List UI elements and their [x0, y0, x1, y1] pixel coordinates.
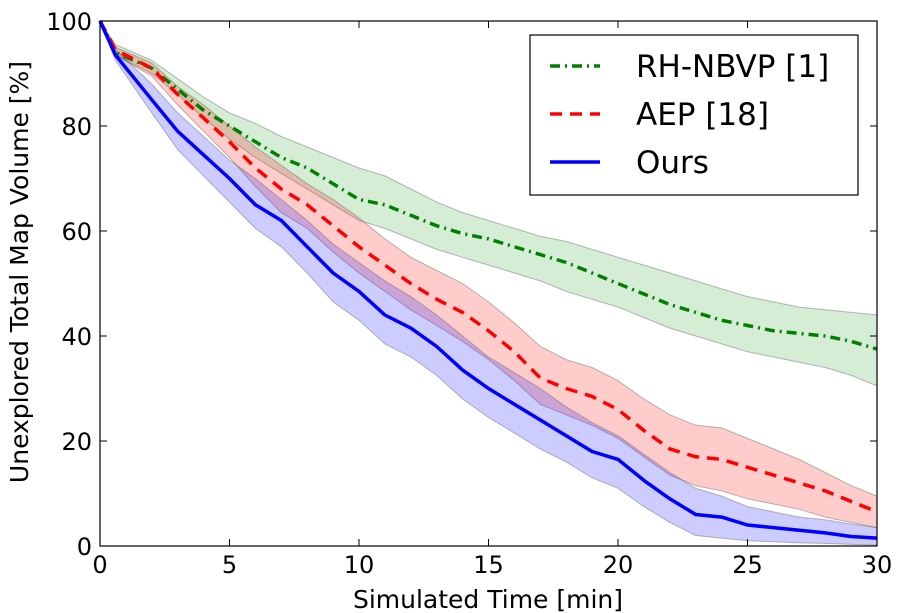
x-tick-label: 15 [473, 551, 504, 579]
series-lines [98, 20, 878, 540]
rh-nbvp-1-line [98, 20, 878, 351]
ours-line [98, 20, 878, 540]
y-tick-label: 20 [61, 428, 92, 456]
x-axis-title: Simulated Time [min] [353, 585, 623, 613]
y-axis-ticks: 0 20 40 60 80 100 [46, 8, 877, 561]
y-tick-label: 0 [77, 533, 92, 561]
legend-box [529, 34, 859, 196]
y-tick-label: 80 [61, 113, 92, 141]
x-tick-label: 5 [222, 551, 237, 579]
x-tick-label: 0 [92, 551, 107, 579]
legend: RH-NBVP [1] AEP [18] Ours [529, 34, 859, 196]
legend-label-rh-nbvp-1: RH-NBVP [1] [636, 49, 829, 85]
x-tick-label: 25 [732, 551, 763, 579]
x-tick-label: 20 [603, 551, 634, 579]
y-tick-label: 60 [61, 218, 92, 246]
x-tick-label: 10 [344, 551, 375, 579]
legend-label-ours: Ours [636, 145, 709, 181]
x-axis-ticks: 0 5 10 15 20 25 30 [92, 21, 892, 579]
x-tick-label: 30 [862, 551, 893, 579]
legend-label-aep-18: AEP [18] [636, 97, 769, 133]
y-tick-label: 40 [61, 323, 92, 351]
aep-18-line [98, 20, 878, 514]
y-tick-label: 100 [46, 8, 92, 36]
y-axis-title: Unexplored Total Map Volume [%] [5, 61, 34, 483]
